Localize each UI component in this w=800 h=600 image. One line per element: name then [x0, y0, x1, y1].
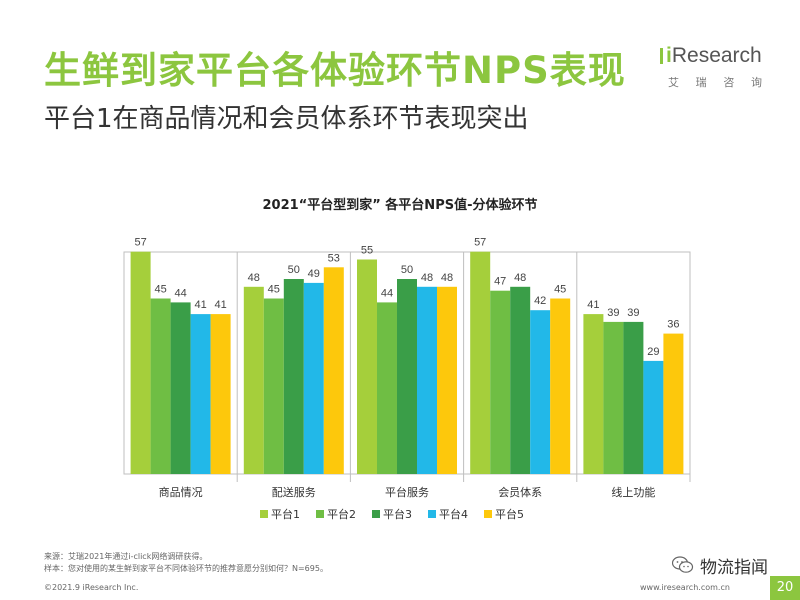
- page-title: 生鲜到家平台各体验环节NPS表现: [44, 49, 626, 92]
- wechat-icon: [672, 556, 694, 573]
- website-url: www.iresearch.com.cn: [640, 583, 730, 592]
- bar: [437, 286, 457, 474]
- bar: [210, 314, 231, 474]
- category-label: 配送服务: [272, 485, 316, 499]
- legend-swatch: [428, 510, 436, 518]
- data-label: 41: [214, 299, 226, 311]
- page-number: 20: [770, 576, 800, 600]
- data-label: 44: [174, 287, 186, 299]
- bar: [283, 279, 304, 474]
- bar: [510, 286, 531, 474]
- copyright: ©2021.9 iResearch Inc.: [44, 583, 139, 592]
- category-label: 会员体系: [498, 485, 542, 499]
- data-label: 45: [554, 284, 566, 296]
- data-label: 57: [134, 237, 146, 249]
- source-note: 来源：艾瑞2021年通过i-click网络调研获得。 样本：您对使用的某生鲜到家…: [44, 551, 328, 575]
- bar: [170, 302, 191, 474]
- bar: [530, 310, 551, 474]
- category-label: 平台服务: [385, 485, 429, 499]
- bar: [663, 333, 684, 474]
- bar: [357, 259, 377, 474]
- legend-swatch: [484, 510, 492, 518]
- legend-label: 平台2: [327, 507, 356, 521]
- logo-sub-char: 瑞: [695, 76, 707, 89]
- legend-swatch: [372, 510, 380, 518]
- legend-swatch: [260, 510, 268, 518]
- bar: [603, 321, 624, 474]
- legend-label: 平台1: [271, 507, 300, 521]
- bar: [263, 298, 284, 474]
- data-label: 47: [494, 276, 506, 288]
- data-label: 45: [154, 284, 166, 296]
- data-label: 49: [308, 268, 320, 280]
- data-label: 57: [474, 237, 486, 249]
- bar: [623, 321, 644, 474]
- data-label: 53: [328, 252, 340, 264]
- data-label: 44: [381, 287, 393, 299]
- legend-swatch: [316, 510, 324, 518]
- bar: [243, 286, 264, 474]
- logo-subtitle: 艾 瑞 咨 询: [668, 74, 762, 90]
- page-subtitle: 平台1在商品情况和会员体系环节表现突出: [44, 104, 529, 134]
- wechat-watermark: 物流指闻: [672, 554, 792, 578]
- source-line-2: 样本：您对使用的某生鲜到家平台不同体验环节的推荐意愿分别如何？N=695。: [44, 564, 328, 573]
- logo-sub-char: 艾: [668, 76, 679, 89]
- iresearch-logo: iResearch 艾 瑞 咨 询: [660, 44, 770, 94]
- chart-title: 2021“平台型到家” 各平台NPS值-分体验环节: [262, 198, 538, 213]
- bar: [490, 290, 511, 474]
- bar: [323, 267, 344, 474]
- data-label: 48: [248, 272, 260, 284]
- bar: [643, 360, 664, 474]
- data-label: 29: [647, 346, 659, 358]
- bar: [397, 279, 417, 474]
- bar: [130, 251, 151, 474]
- bar: [550, 298, 571, 474]
- bar: [470, 251, 491, 474]
- logo-wordmark: iResearch: [660, 44, 762, 70]
- data-label: 50: [288, 264, 300, 276]
- data-label: 48: [441, 272, 453, 284]
- data-label: 39: [607, 307, 619, 319]
- data-label: 55: [361, 245, 373, 257]
- source-line-1: 来源：艾瑞2021年通过i-click网络调研获得。: [44, 552, 208, 561]
- logo-accent-bar: [660, 48, 663, 64]
- category-label: 商品情况: [159, 485, 203, 499]
- data-label: 42: [534, 295, 546, 307]
- bar: [377, 302, 397, 474]
- logo-i: i: [666, 44, 672, 67]
- data-label: 50: [401, 264, 413, 276]
- category-label: 线上功能: [611, 485, 655, 499]
- logo-research: Research: [671, 44, 762, 67]
- wechat-account-name: 物流指闻: [700, 557, 768, 578]
- legend-label: 平台4: [439, 507, 468, 521]
- data-label: 41: [194, 299, 206, 311]
- data-label: 41: [587, 299, 599, 311]
- legend-label: 平台5: [495, 507, 524, 521]
- data-label: 39: [627, 307, 639, 319]
- bar: [303, 282, 324, 474]
- data-label: 48: [421, 272, 433, 284]
- legend-label: 平台3: [383, 507, 412, 521]
- bar: [417, 286, 437, 474]
- bar: [190, 314, 211, 474]
- data-label: 45: [268, 284, 280, 296]
- data-label: 36: [667, 319, 679, 331]
- bar: [150, 298, 171, 474]
- logo-sub-char: 咨: [723, 76, 735, 89]
- bar: [583, 314, 604, 474]
- data-label: 48: [514, 272, 526, 284]
- logo-sub-char: 询: [750, 76, 762, 89]
